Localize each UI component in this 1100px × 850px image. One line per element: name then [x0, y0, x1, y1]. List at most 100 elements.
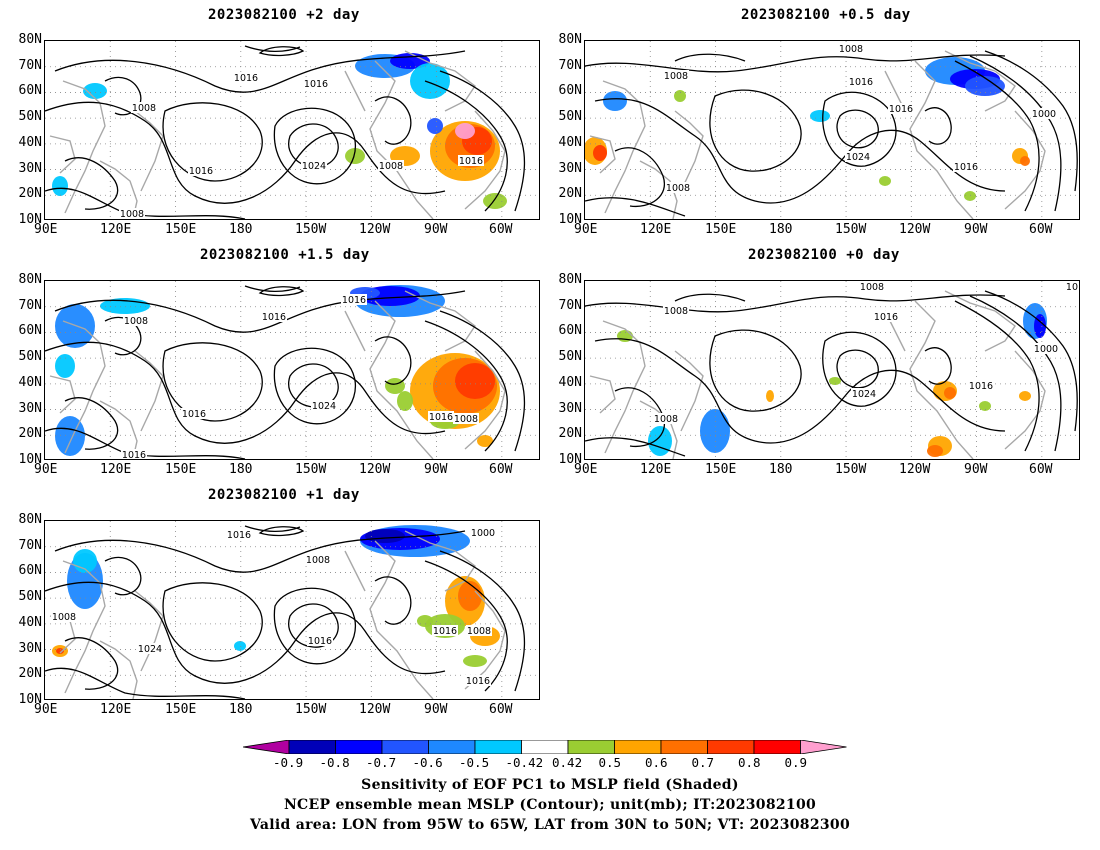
contour-label: 1008: [467, 626, 491, 637]
contour-label-bg: [458, 155, 484, 166]
mslp-contour: [64, 157, 119, 210]
lat-label: 20N: [18, 426, 42, 442]
lat-label: 60N: [558, 323, 582, 339]
caption-line-1: Sensitivity of EOF PC1 to MSLP field (Sh…: [361, 777, 739, 793]
lon-label: 90W: [424, 702, 448, 717]
lat-label: 40N: [18, 614, 42, 630]
lon-label: 90W: [964, 222, 988, 237]
coastline: [99, 640, 138, 699]
mslp-contour: [924, 107, 952, 145]
colorbar-tick-label: -0.6: [412, 755, 443, 770]
colorbar-segment: [614, 740, 662, 754]
shading-blob: [603, 91, 627, 111]
shading-blob: [455, 123, 475, 139]
shading-blob: [417, 615, 433, 627]
lat-label: 30N: [558, 400, 582, 416]
mslp-contour: [64, 397, 119, 450]
contour-label-bg: [303, 78, 329, 89]
shading-blob: [700, 409, 730, 453]
coastline: [464, 590, 506, 690]
contour-label: 1016: [304, 79, 328, 90]
lon-label: 120W: [899, 222, 931, 237]
contour-label: 1016: [234, 73, 258, 84]
lon-label: 180: [229, 462, 253, 477]
shading-blob: [879, 176, 891, 186]
lon-label: 60W: [489, 462, 513, 477]
coastline: [62, 80, 106, 214]
coastline: [404, 290, 476, 352]
map-p1-svg: 1008 1000 1016 1008 1024 1016 1016 1008 1016: [45, 521, 539, 699]
mslp-contour: [374, 336, 412, 385]
shading-blob: [965, 76, 1005, 96]
contour-label: 1016: [189, 166, 213, 177]
contour-label: 1016: [466, 676, 490, 687]
shading-blob: [648, 426, 672, 456]
caption-line-3: Valid area: LON from 95W to 65W, LAT fro…: [249, 817, 851, 833]
lon-label: 150E: [165, 222, 197, 237]
shading-blob: [463, 655, 487, 667]
contour-label: 1016: [227, 530, 251, 541]
mslp-contour: [288, 363, 339, 408]
lon-label: 180: [229, 222, 253, 237]
mslp-contour: [258, 526, 305, 537]
mslp-contour: [594, 338, 1006, 444]
mslp-contour: [836, 109, 879, 149]
contour-label-bg: [226, 529, 252, 540]
contour-label: 1008: [654, 414, 678, 425]
contour-label: 1016: [182, 409, 206, 420]
colorbar-tick-label: -0.9: [273, 755, 304, 770]
lat-label: 50N: [558, 349, 582, 365]
coastline: [589, 375, 616, 414]
lat-label: 70N: [18, 57, 42, 73]
mslp-contour: [104, 316, 142, 356]
lon-label: 90E: [34, 222, 58, 237]
contour-label-bg: [453, 413, 479, 424]
map-panel-05day: 1008 1008 1016 1016 1000 1024 1016 1008: [584, 40, 1080, 220]
lon-label: 90W: [964, 462, 988, 477]
lon-label: 180: [769, 462, 793, 477]
contour-label-bg: [131, 102, 157, 113]
lon-label: 150W: [295, 222, 327, 237]
contour-label: 1016: [308, 636, 332, 647]
coastline: [99, 160, 138, 219]
lon-label: 120W: [359, 462, 391, 477]
mslp-contour: [288, 603, 339, 648]
colorbar-tick-label: 0.42: [552, 755, 583, 770]
shading-blob: [1020, 156, 1030, 166]
contour-label: 1008: [124, 316, 148, 327]
mslp-contour: [374, 576, 412, 625]
panel-title-05day: 2023082100 +0.5 day: [741, 7, 911, 23]
contour-label: 1024: [138, 644, 162, 655]
contour-label-bg: [466, 625, 492, 636]
colorbar-tick-label: 0.6: [645, 755, 668, 770]
shading-blob: [427, 118, 443, 134]
contour-label-bg: [845, 151, 871, 162]
lon-label: 120W: [359, 702, 391, 717]
colorbar-tick-label: -0.5: [459, 755, 490, 770]
mslp-contour: [585, 294, 1006, 313]
contour-label: 1008: [860, 282, 884, 293]
shading-blob: [927, 445, 943, 457]
coastline: [1004, 350, 1046, 450]
coastline: [49, 375, 76, 414]
lon-label: 90W: [424, 222, 448, 237]
lat-label: 60N: [558, 83, 582, 99]
lon-label: 150W: [835, 222, 867, 237]
mslp-contour: [273, 587, 356, 665]
lat-label: 80N: [18, 32, 42, 47]
lon-label: 120W: [899, 462, 931, 477]
coastline: [602, 320, 646, 454]
mslp-contour: [709, 329, 802, 412]
shading-blob: [385, 378, 405, 394]
contour-label-bg: [51, 611, 77, 622]
colorbar: [243, 740, 847, 754]
shading-blob: [766, 390, 774, 402]
colorbar-tick-label: -0.8: [319, 755, 350, 770]
lon-label: 150E: [705, 222, 737, 237]
mslp-contour: [969, 295, 1062, 452]
mslp-contour: [273, 107, 356, 185]
colorbar-segment: [474, 740, 522, 754]
lon-label: 150E: [705, 462, 737, 477]
colorbar-segment: [428, 740, 476, 754]
coastline: [944, 290, 1016, 352]
